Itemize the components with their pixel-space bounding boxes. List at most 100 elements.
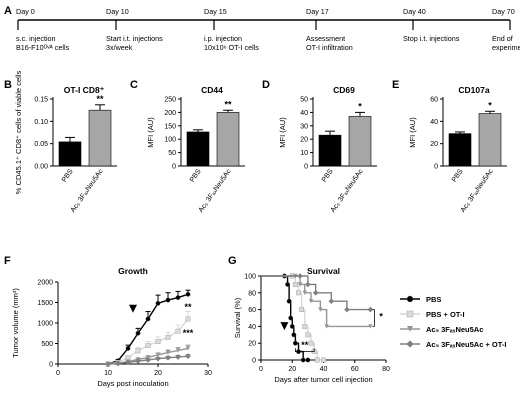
data-point <box>165 355 171 361</box>
data-point <box>135 330 141 336</box>
legend-label: Ac₅ 3FₐₓNeu5Ac <box>426 325 483 334</box>
data-point <box>155 352 161 358</box>
timeline-day-label: Day 17 <box>306 7 329 16</box>
data-point <box>297 273 303 279</box>
bar <box>478 113 502 167</box>
chart-title: Survival <box>307 266 340 276</box>
timeline-event-text: 3x/week <box>106 43 133 52</box>
survival-curve <box>261 275 371 328</box>
x-tick-label: 0 <box>259 366 263 373</box>
data-point <box>368 324 373 329</box>
survival-legend: PBS PBS + OT-I Ac₅ 3FₐₓNeu5Ac Ac₅ 3FₐₓNeu5A… <box>400 295 507 349</box>
x-tick-label: 20 <box>288 366 296 373</box>
data-point <box>292 340 298 346</box>
timeline-event-text: OT-I infiltration <box>306 43 353 52</box>
data-point <box>314 357 320 363</box>
data-point <box>308 340 314 346</box>
data-point <box>302 324 308 329</box>
x-tick-label: 80 <box>382 366 390 373</box>
data-point <box>125 346 131 351</box>
panel-letter-a: A <box>4 5 12 17</box>
data-point <box>318 307 323 312</box>
y-tick-label: 1000 <box>37 321 53 328</box>
y-tick-label: 0 <box>252 358 256 365</box>
y-tick-label: 0 <box>49 362 53 369</box>
y-tick-label: 40 <box>248 324 256 331</box>
data-point <box>288 315 294 321</box>
data-point <box>165 297 171 303</box>
chart-title: CD44 <box>201 85 223 95</box>
data-point <box>291 332 297 338</box>
y-tick-label: 500 <box>41 341 53 348</box>
timeline-event-text: experiment <box>492 43 520 52</box>
y-tick-label: 10 <box>300 150 308 157</box>
panel-letter-b: B <box>4 79 12 91</box>
category-label: Ac₅ 3FₐₓNeu5Ac <box>460 168 495 214</box>
y-tick-label: 100 <box>244 274 256 281</box>
data-point <box>312 290 319 296</box>
y-tick-label: 20 <box>300 137 308 144</box>
legend-marker <box>406 340 414 348</box>
data-point <box>145 357 151 363</box>
bar <box>348 116 372 167</box>
timeline-day-label: Day 40 <box>403 7 426 16</box>
panel-letter-d: D <box>262 79 270 91</box>
x-tick-label: 20 <box>154 370 162 377</box>
y-tick-label: 50 <box>168 150 176 157</box>
panel-letter-c: C <box>130 79 138 91</box>
x-tick-label: 40 <box>320 366 328 373</box>
y-tick-label: 60 <box>248 307 256 314</box>
y-tick-label: 0 <box>434 164 438 171</box>
data-point <box>297 282 303 287</box>
y-tick-label: 60 <box>430 97 438 104</box>
data-point <box>324 324 329 329</box>
category-label: Ac₅ 3FₐₓNeu5Ac <box>330 168 365 214</box>
data-point <box>175 328 181 334</box>
timeline-event-text: Stop i.t. injections <box>403 34 460 43</box>
y-tick-label: 0.05 <box>34 141 48 148</box>
y-tick-label: 30 <box>300 123 308 130</box>
data-point <box>300 357 306 363</box>
y-tick-label: 2000 <box>37 280 53 287</box>
significance-marker: * <box>379 312 383 322</box>
chart-title: Growth <box>118 266 148 276</box>
y-tick-label: 0.15 <box>34 97 48 104</box>
treatment-arrow-icon <box>129 304 137 313</box>
timeline-event-text: B16-F10ᴼᵛᴬ cells <box>16 43 70 52</box>
data-point <box>296 290 301 296</box>
data-point <box>185 353 191 360</box>
data-point <box>185 316 191 322</box>
category-label: PBS <box>321 168 335 184</box>
data-point <box>305 332 311 338</box>
data-point <box>292 282 298 287</box>
x-tick-label: 60 <box>351 366 359 373</box>
y-tick-label: 0.10 <box>34 119 48 126</box>
data-point <box>344 306 350 313</box>
timeline-event-text: Assessment <box>306 34 345 43</box>
data-point <box>289 323 295 329</box>
category-label: PBS <box>61 168 75 184</box>
y-tick-label: 20 <box>248 341 256 348</box>
panel-letter-g: G <box>228 255 237 267</box>
category-label: Ac₅ 3FₐₓNeu5Ac <box>198 168 233 214</box>
data-point <box>165 350 171 355</box>
legend-marker <box>406 310 414 318</box>
data-point <box>135 348 141 354</box>
category-label: Ac₅ 3FₐₓNeu5Ac <box>70 168 105 214</box>
x-axis-label: Days post inoculation <box>97 379 168 388</box>
y-axis-label: MFI (AU) <box>278 117 287 148</box>
legend-label: PBS <box>426 295 441 304</box>
panel-letter-e: E <box>392 79 399 91</box>
bar <box>216 112 240 167</box>
growth-chart: Growth 0 500 1000 1500 2000 0 10 20 30 Days post i… <box>11 266 212 388</box>
y-tick-label: 40 <box>430 119 438 126</box>
significance-marker: ** <box>96 94 104 104</box>
y-tick-label: 100 <box>164 137 176 144</box>
timeline-day-label: Day 70 <box>492 7 515 16</box>
category-label: PBS <box>451 168 465 184</box>
data-point <box>185 291 191 297</box>
